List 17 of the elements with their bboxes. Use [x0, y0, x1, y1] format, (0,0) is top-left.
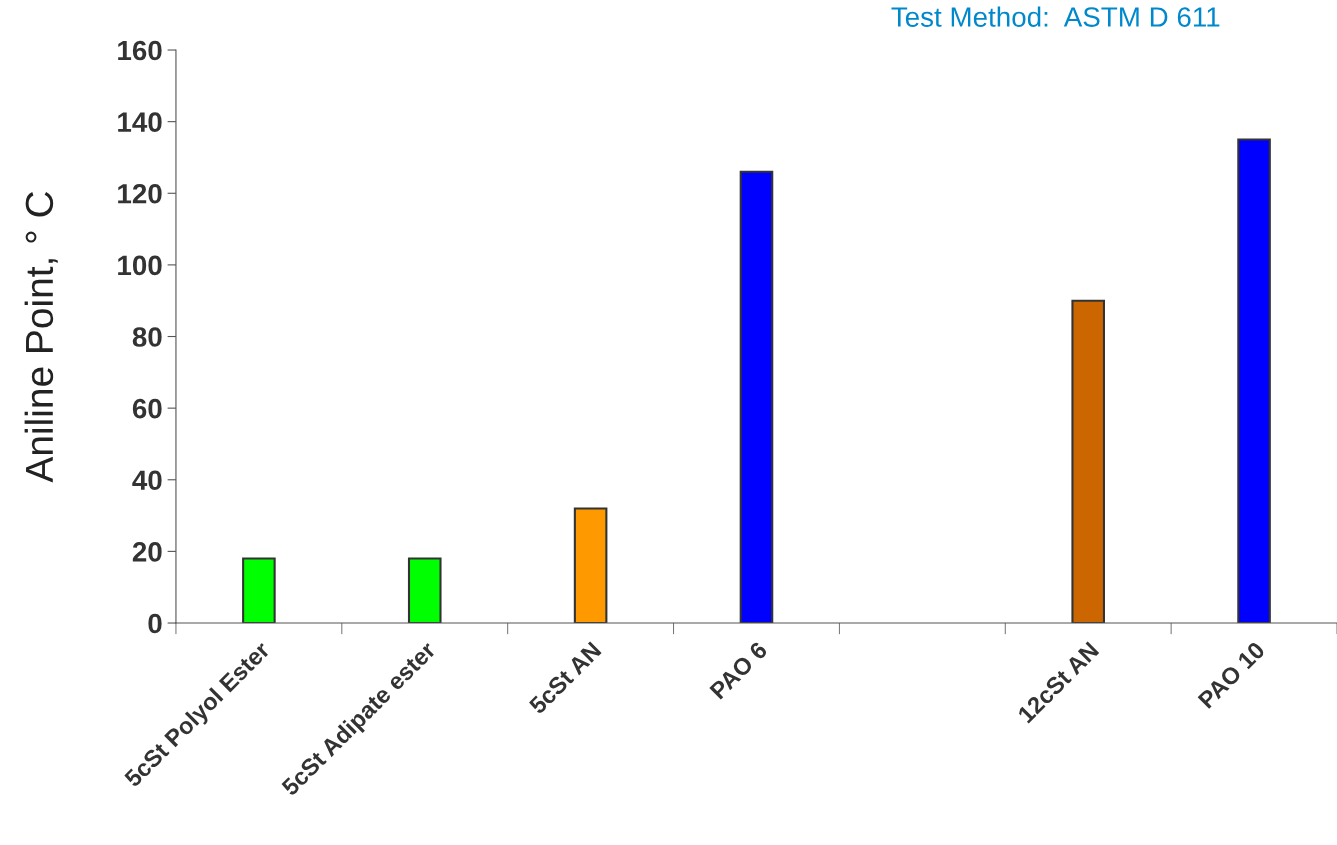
- bar: [242, 557, 276, 624]
- y-tick-label: 20: [132, 542, 162, 562]
- text: Test Method: ASTM D 611: [891, 6, 1220, 27]
- bar: [739, 170, 774, 624]
- y-axis-title: Aniline Point, ° C: [24, 191, 58, 483]
- y-tick-label: 160: [118, 40, 162, 61]
- y-tick-label: 140: [118, 112, 162, 132]
- y-tick-label: 40: [132, 470, 162, 491]
- y-tick-label: 120: [118, 183, 162, 204]
- bar: [1237, 138, 1271, 624]
- y-tick-label: 60: [132, 398, 162, 419]
- y-tick-label: 0: [148, 613, 162, 634]
- y-tick-label: 100: [118, 255, 162, 276]
- y-tick-label: 80: [132, 327, 162, 347]
- bar: [407, 557, 442, 624]
- bar: [1071, 299, 1105, 624]
- bar: [573, 507, 608, 624]
